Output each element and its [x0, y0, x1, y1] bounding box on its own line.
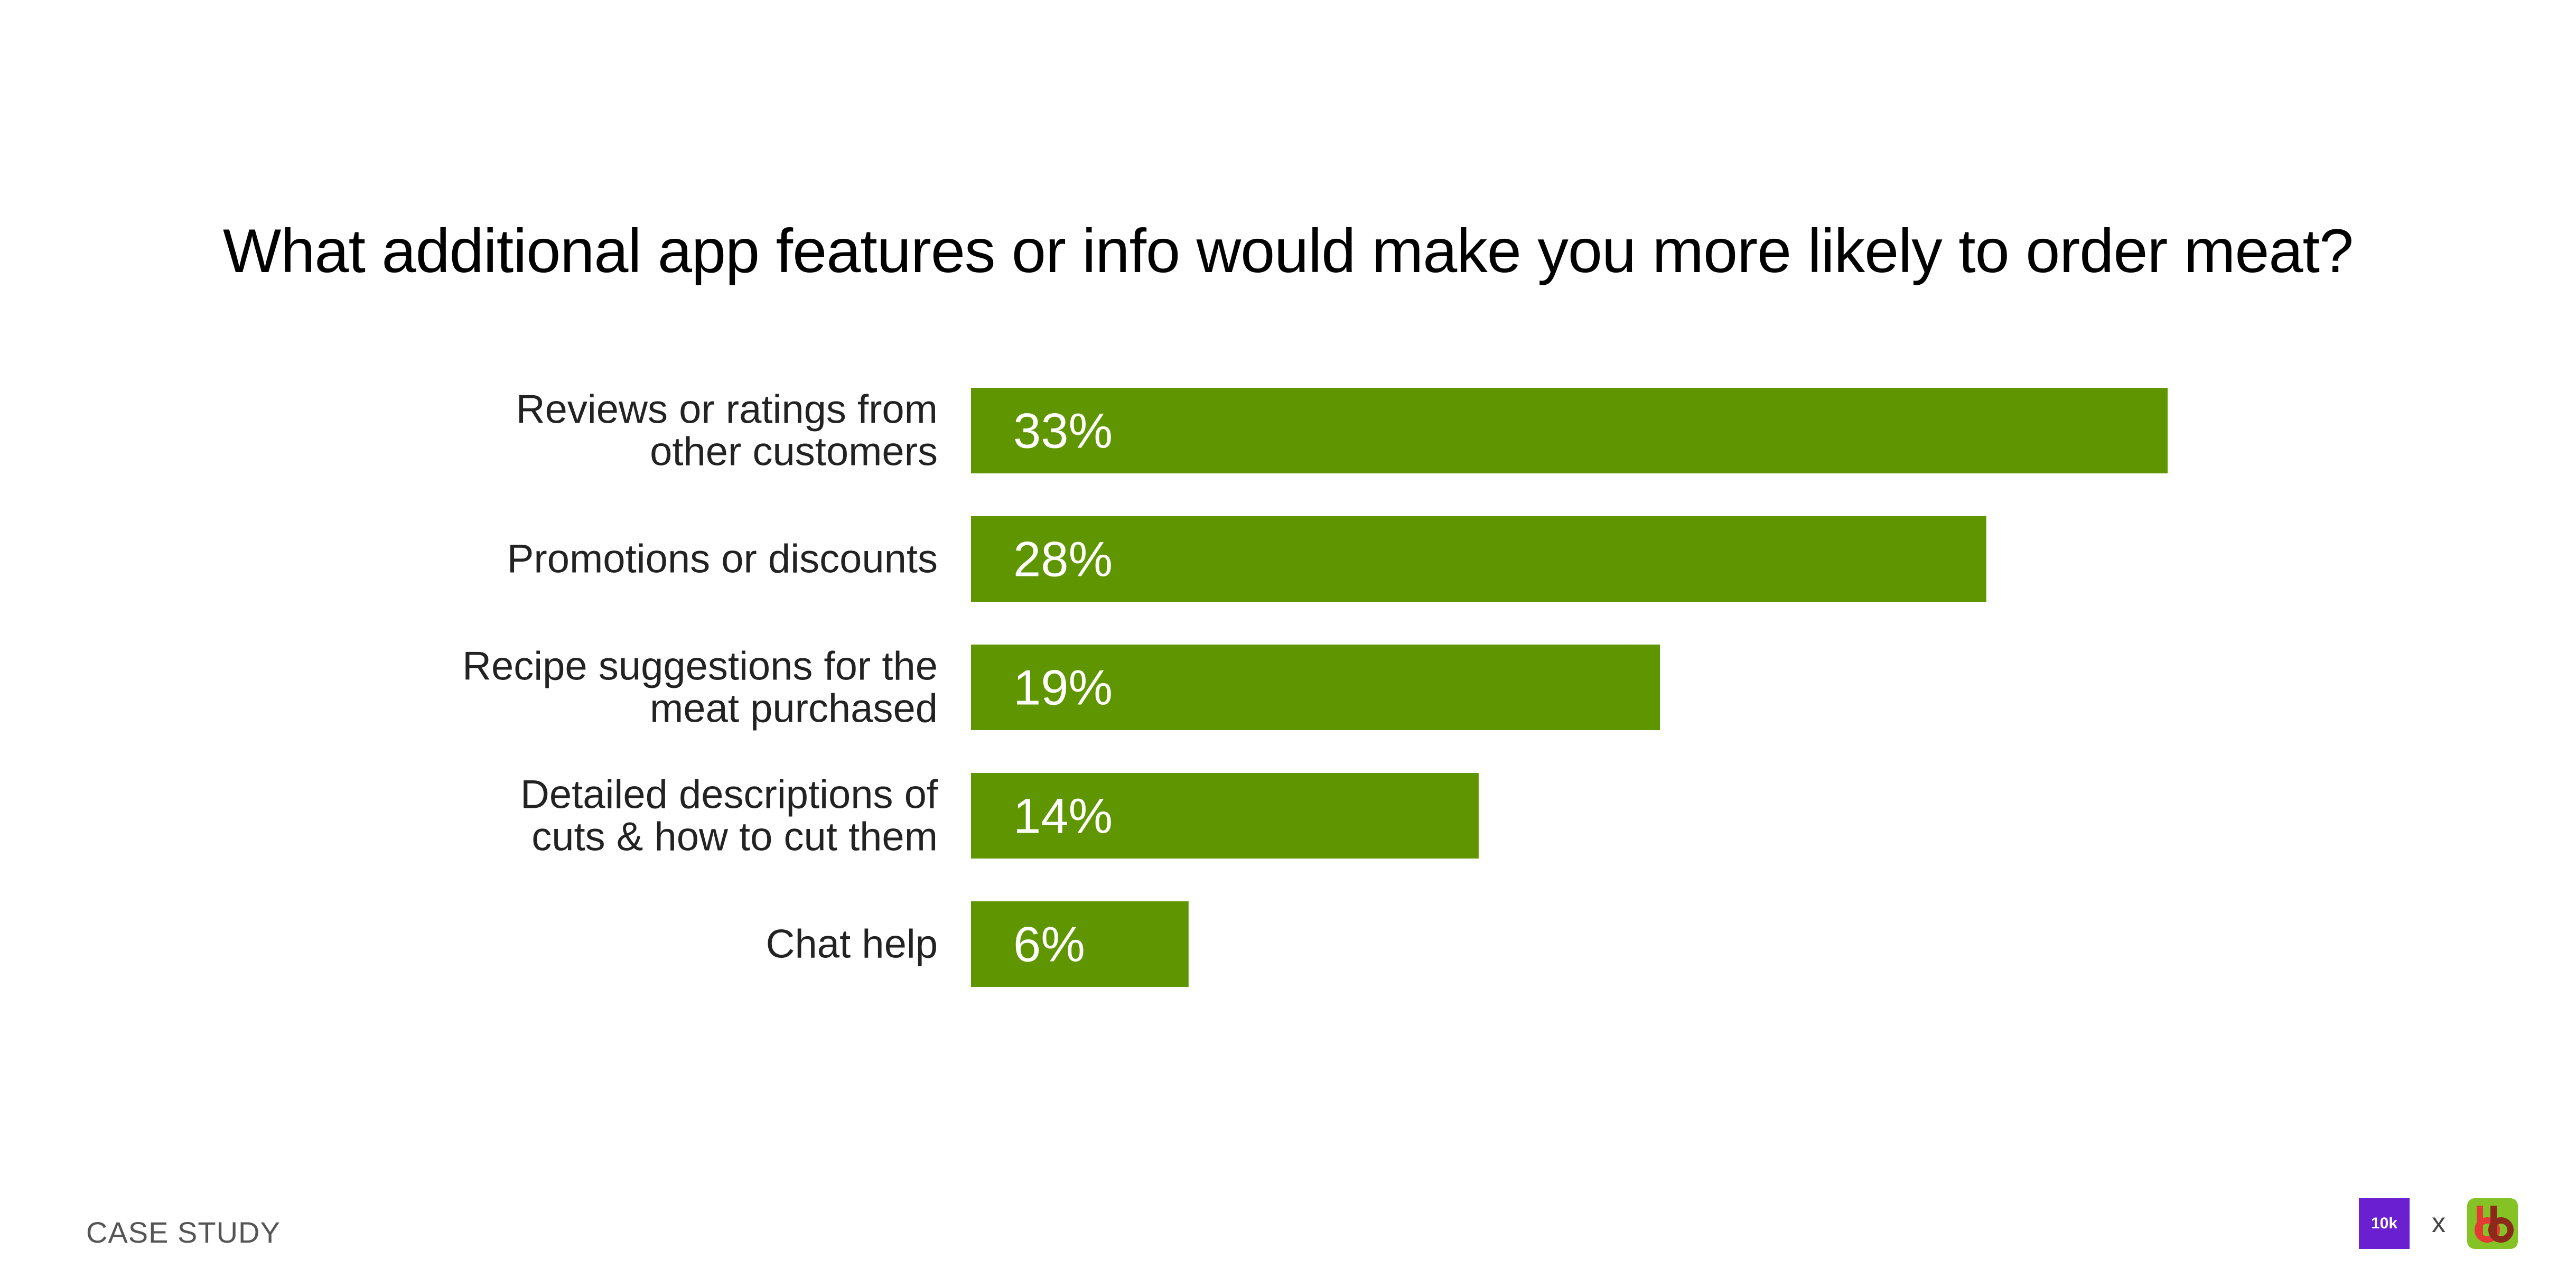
category-label: Detailed descriptions of [520, 772, 938, 817]
bb-logo [2467, 1198, 2518, 1249]
category-label: Promotions or discounts [507, 537, 938, 582]
separator-x: x [2432, 1208, 2446, 1238]
category-label: Reviews or ratings from [516, 387, 938, 432]
bar [971, 516, 1986, 602]
category-label: meat purchased [650, 686, 938, 731]
bar-value-label: 19% [1013, 660, 1113, 715]
category-label: Chat help [766, 922, 938, 967]
bar-value-label: 14% [1013, 788, 1113, 844]
bar-value-label: 33% [1013, 403, 1113, 459]
bar [971, 901, 1189, 987]
10k-logo: 10k [2359, 1198, 2410, 1249]
bar-value-label: 28% [1013, 531, 1113, 587]
bar [971, 773, 1479, 859]
category-label: other customers [650, 430, 938, 474]
bar [971, 388, 2168, 473]
category-label: Recipe suggestions for the [462, 644, 938, 689]
bar [971, 645, 1660, 730]
bar-value-label: 6% [1013, 917, 1085, 972]
bb-logo-mark [2475, 1206, 2514, 1243]
chart-title: What additional app features or info wou… [222, 216, 2354, 285]
category-label: cuts & how to cut them [531, 815, 938, 860]
case-study-label: CASE STUDY [86, 1216, 281, 1249]
